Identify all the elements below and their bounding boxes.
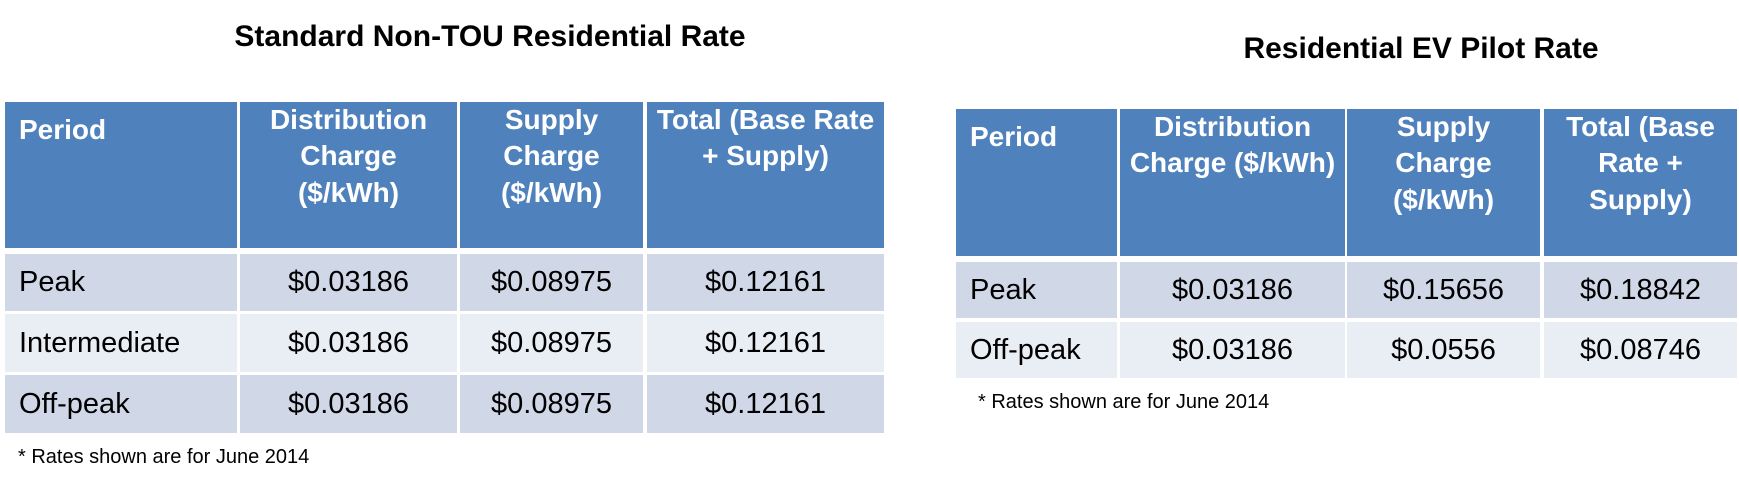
- table-cell: $0.12161: [647, 375, 884, 433]
- table-cell: Intermediate: [5, 314, 237, 372]
- table-cell: $0.08975: [460, 375, 643, 433]
- table-cell: $0.15656: [1347, 262, 1540, 318]
- table-cell: $0.03186: [1120, 262, 1345, 318]
- table-cell: Peak: [956, 262, 1117, 318]
- table-title: Residential EV Pilot Rate: [1243, 32, 1599, 65]
- table-cell: $0.03186: [240, 375, 457, 433]
- footnote: * Rates shown are for June 2014: [18, 446, 310, 468]
- table-cell: Off-peak: [5, 375, 237, 433]
- table-cell: $0.03186: [1120, 322, 1345, 378]
- column-header: Total (Base Rate + Supply): [1544, 109, 1737, 256]
- table-cell: $0.08746: [1544, 322, 1737, 378]
- table-cell: $0.12161: [647, 254, 884, 311]
- table-cell: Peak: [5, 254, 237, 311]
- table-cell: $0.08975: [460, 314, 643, 372]
- table-cell: Off-peak: [956, 322, 1117, 378]
- column-header: Distribution Charge ($/kWh): [1120, 109, 1345, 256]
- table-cell: $0.18842: [1544, 262, 1737, 318]
- table-title: Standard Non-TOU Residential Rate: [234, 20, 746, 53]
- table-cell: $0.0556: [1347, 322, 1540, 378]
- column-header: Period: [5, 102, 237, 248]
- column-header: Period: [956, 109, 1117, 256]
- table-cell: $0.12161: [647, 314, 884, 372]
- column-header: Supply Charge ($/kWh): [460, 102, 643, 248]
- column-header: Distribution Charge ($/kWh): [240, 102, 457, 248]
- column-header: Total (Base Rate + Supply): [647, 102, 884, 248]
- table-cell: $0.03186: [240, 314, 457, 372]
- footnote: * Rates shown are for June 2014: [978, 391, 1270, 413]
- table-cell: $0.08975: [460, 254, 643, 311]
- column-header: Supply Charge ($/kWh): [1347, 109, 1540, 256]
- table-cell: $0.03186: [240, 254, 457, 311]
